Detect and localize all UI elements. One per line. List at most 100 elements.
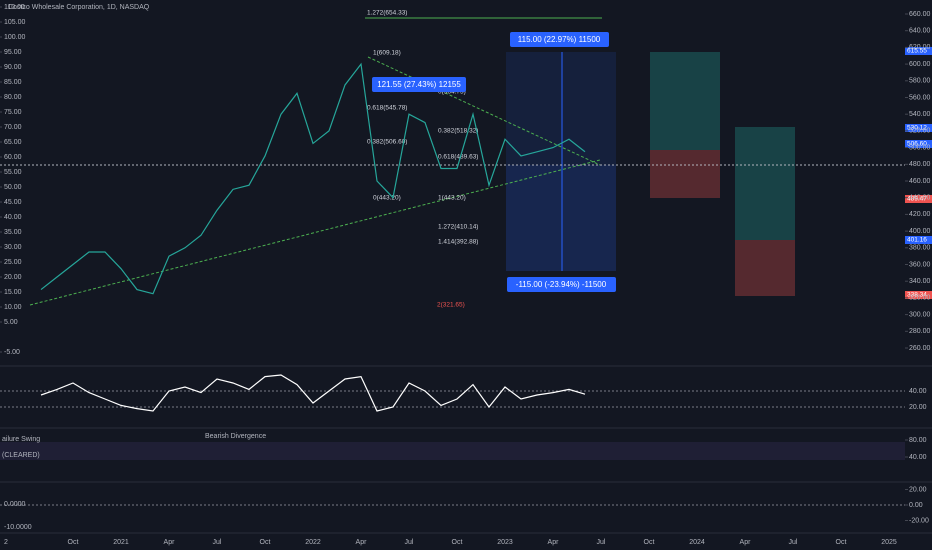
x-tick-label: 2022 [305, 539, 321, 546]
fib-label: 1.272(654.33) [367, 10, 407, 17]
y-tick-label: 70.00 [4, 124, 22, 131]
fib-label: 0(443.20) [373, 195, 401, 202]
x-edge-label: 2 [4, 539, 8, 546]
y-tick-label: 440.00 [909, 195, 931, 202]
trend-line [29, 159, 601, 306]
y-tick-label: 640.00 [909, 28, 931, 35]
measure-label: 121.55 (27.43%) 12155 [377, 80, 461, 89]
y-tick-label: -5.00 [4, 349, 20, 356]
x-tick-label: 2023 [497, 539, 513, 546]
y-tick-label: 105.00 [4, 19, 26, 26]
y-tick-label: 35.00 [4, 229, 22, 236]
rsi-line [40, 374, 586, 412]
target-box [650, 52, 720, 150]
y-tick-label: -20.00 [909, 517, 929, 524]
price-tag [905, 140, 932, 148]
price-tag [905, 291, 932, 299]
y-tick-label: 520.00 [909, 128, 931, 135]
y-tick-label: 20.00 [4, 274, 22, 281]
x-tick-label: Oct [260, 539, 271, 546]
osc-label: ailure Swing [2, 436, 40, 443]
long-box [506, 52, 616, 165]
macd-left-label: 0.0000 [4, 501, 26, 508]
macd-left-label: -10.0000 [4, 524, 32, 531]
y-tick-label: 80.00 [4, 94, 22, 101]
stop-box [650, 150, 720, 198]
price-tag [905, 195, 932, 203]
y-tick-label: 600.00 [909, 61, 931, 68]
y-tick-label: 60.00 [4, 154, 22, 161]
fib-label: 0(564.75) [438, 89, 466, 96]
x-tick-label: 2021 [113, 539, 129, 546]
y-tick-label: 5.00 [4, 319, 18, 326]
y-tick-label: 15.00 [4, 289, 22, 296]
y-tick-label: 360.00 [909, 261, 931, 268]
fib-label: 0.382(506.60) [367, 139, 407, 146]
y-tick-label: 580.00 [909, 78, 931, 85]
y-tick-label: 10.00 [4, 304, 22, 311]
y-tick-label: 420.00 [909, 211, 931, 218]
fib-label: 1(443.20) [438, 195, 466, 202]
y-tick-label: 40.00 [4, 214, 22, 221]
y-tick-label: 660.00 [909, 11, 931, 18]
y-tick-label: 460.00 [909, 178, 931, 185]
x-tick-label: Jul [597, 539, 606, 546]
y-tick-label: 260.00 [909, 345, 931, 352]
fib-label: 2(321.65) [437, 302, 465, 309]
price-line [40, 62, 586, 295]
measure-label: -115.00 (-23.94%) -11500 [516, 280, 607, 289]
measure-badge [372, 77, 466, 92]
y-tick-label: 65.00 [4, 139, 22, 146]
y-tick-label: 110.00 [4, 4, 25, 11]
fib-label: 1(609.18) [373, 50, 401, 57]
osc-label: (CLEARED) [2, 452, 40, 459]
price-tag-label: 401.16 [907, 237, 927, 244]
y-tick-label: 500.00 [909, 144, 931, 151]
y-tick-label: 300.00 [909, 311, 931, 318]
y-tick-label: 560.00 [909, 94, 931, 101]
y-tick-label: 25.00 [4, 259, 22, 266]
y-tick-label: 95.00 [4, 49, 22, 56]
fib-label: 0.618(489.63) [438, 154, 478, 161]
y-tick-label: 480.00 [909, 161, 931, 168]
measure-badge [507, 277, 616, 292]
osc-label: Bearish Divergence [205, 433, 266, 440]
y-tick-label: 20.00 [909, 404, 927, 411]
target-box [735, 127, 795, 240]
price-tag-label: 338.34 [907, 292, 927, 299]
short-box [506, 165, 616, 271]
y-tick-label: 55.00 [4, 169, 22, 176]
y-tick-label: 400.00 [909, 228, 931, 235]
y-tick-label: 540.00 [909, 111, 931, 118]
fib-label: 0.382(518.32) [438, 128, 478, 135]
price-tag [905, 124, 932, 132]
x-tick-label: Jul [789, 539, 798, 546]
price-tag-label: 530.12 [907, 125, 927, 132]
price-tag-label: 506.60 [907, 141, 927, 148]
x-tick-label: Apr [356, 539, 368, 546]
trend-line [367, 56, 601, 166]
x-tick-label: Apr [548, 539, 560, 546]
y-tick-label: 620.00 [909, 44, 931, 51]
y-tick-label: 75.00 [4, 109, 22, 116]
x-tick-label: Jul [405, 539, 414, 546]
y-tick-label: 380.00 [909, 245, 931, 252]
title: Costco Wholesale Corporation, 1D, NASDAQ [8, 4, 150, 11]
band [0, 442, 905, 460]
price-tag-label: 615.55 [907, 48, 927, 55]
y-tick-label: 0.00 [909, 502, 923, 509]
y-tick-label: 40.00 [909, 454, 927, 461]
measure-label: 115.00 (22.97%) 11500 [518, 35, 601, 44]
x-tick-label: Oct [836, 539, 847, 546]
x-tick-label: Apr [164, 539, 176, 546]
y-tick-label: 45.00 [4, 199, 22, 206]
y-tick-label: 280.00 [909, 328, 931, 335]
x-tick-label: Apr [740, 539, 752, 546]
measure-badge [510, 32, 609, 47]
stop-box [735, 240, 795, 296]
y-tick-label: 320.00 [909, 295, 931, 302]
x-tick-label: Oct [452, 539, 463, 546]
y-tick-label: 50.00 [4, 184, 22, 191]
y-tick-label: 85.00 [4, 79, 22, 86]
